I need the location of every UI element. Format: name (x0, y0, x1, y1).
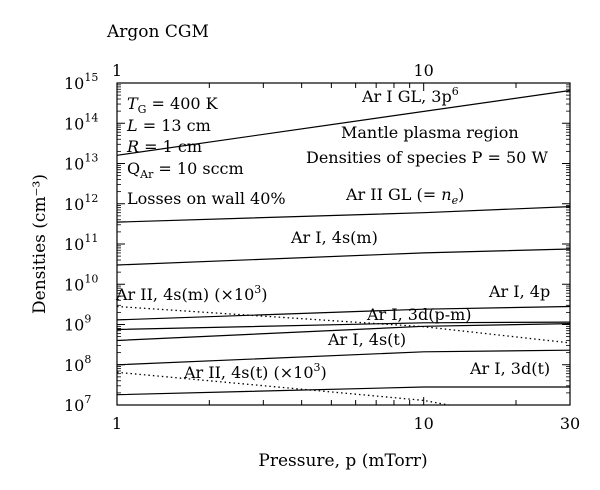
tick-labels: 1 10 30 1 10 107 108 109 1010 1011 1012 1013 1014 101… (64, 61, 580, 433)
x-tick-label-top: 10 (413, 61, 433, 80)
condition-q: QAr = 10 sccm (127, 159, 244, 181)
y-tick-label: 1015 (64, 71, 98, 93)
x-tick-label: 30 (560, 414, 580, 433)
label-ar-i-4sm: Ar I, 4s(m) (290, 228, 378, 247)
series-line-4 (116, 321, 571, 331)
chart-title: Argon CGM (106, 22, 209, 42)
condition-l: L = 13 cm (126, 116, 211, 135)
x-tick-label-top: 1 (112, 61, 122, 80)
label-ar-ii-4st: Ar II, 4s(t) (×103) (183, 361, 327, 382)
series-line-1 (116, 206, 571, 223)
region-text: Mantle plasma region (341, 123, 519, 142)
series-line-3 (116, 305, 571, 321)
y-tick-label: 1012 (64, 192, 98, 214)
label-ar-i-4st: Ar I, 4s(t) (327, 330, 406, 349)
y-tick-label: 1011 (64, 232, 98, 254)
label-ar-ii-gl: Ar II GL (= ne) (345, 185, 464, 207)
series-line-7 (116, 386, 570, 396)
losses-text: Losses on wall 40% (127, 189, 286, 208)
label-ar-i-3dpm: Ar I, 3d(p-m) (366, 305, 472, 324)
series-line-2 (116, 248, 571, 266)
y-tick-label: 109 (64, 313, 91, 335)
y-tick-label: 108 (64, 353, 91, 375)
label-ar-i-4p: Ar I, 4p (488, 282, 550, 301)
x-tick-label: 10 (413, 414, 433, 433)
x-axis-title: Pressure, p (mTorr) (258, 451, 427, 471)
condition-tg: TG = 400 K (127, 94, 219, 116)
x-tick-label: 1 (112, 414, 122, 433)
axis-ticks (116, 82, 571, 406)
y-tick-label: 1014 (64, 111, 98, 133)
series-line-9 (116, 371, 449, 406)
condition-r: R = 1 cm (126, 137, 202, 156)
species-text: Densities of species P = 50 W (306, 148, 548, 167)
y-tick-label: 1010 (64, 272, 98, 294)
y-tick-label: 107 (64, 393, 91, 415)
y-tick-label: 1013 (64, 152, 98, 174)
series-line-0 (116, 89, 571, 156)
label-ar-i-gl: Ar I GL, 3p6 (361, 85, 459, 106)
series-line-6 (116, 349, 571, 366)
y-axis-title: Densities (cm⁻³) (30, 174, 50, 314)
conditions-block: TG = 400 K L = 13 cm R = 1 cm QAr = 10 s… (126, 94, 286, 208)
label-ar-i-3dt: Ar I, 3d(t) (469, 359, 550, 378)
series-line-8 (116, 305, 571, 344)
label-ar-ii-4sm: Ar II, 4s(m) (×103) (115, 283, 268, 304)
series-lines (116, 89, 571, 406)
